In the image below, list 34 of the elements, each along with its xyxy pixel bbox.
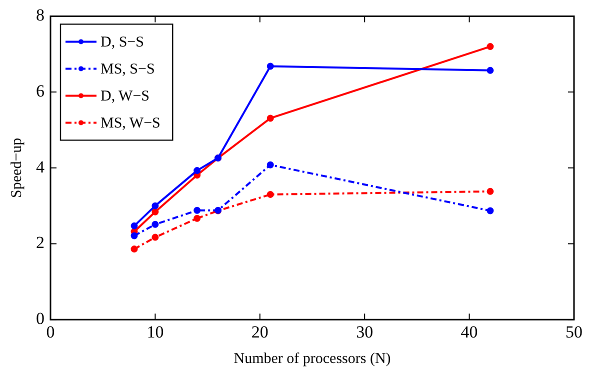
point	[194, 167, 201, 174]
y-axis-title: Speed−up	[8, 138, 25, 198]
legend-label: D, W−S	[100, 88, 150, 105]
point	[266, 190, 274, 198]
x-tick-label: 50	[566, 322, 582, 342]
point	[152, 220, 159, 228]
legend-label: D, S−S	[100, 34, 144, 51]
point	[486, 207, 494, 214]
point	[130, 222, 138, 230]
point	[130, 246, 138, 253]
point	[152, 202, 159, 210]
legend-label: MS, S−S	[100, 62, 155, 78]
x-tick-label: 20	[251, 322, 268, 342]
x-axis-title: Number of processors (N)	[234, 350, 391, 367]
x-tick-label: 40	[460, 322, 478, 342]
point	[266, 114, 274, 122]
point	[152, 234, 159, 241]
point	[152, 208, 159, 216]
point	[266, 62, 274, 70]
y-tick-label: 6	[36, 82, 44, 101]
legend-label: MS, W−S	[100, 116, 160, 132]
x-tick-label: 30	[356, 322, 374, 342]
y-tick-label: 8	[36, 6, 44, 25]
y-tick-label: 4	[36, 157, 45, 176]
y-tick-label: 2	[36, 233, 44, 252]
point	[194, 214, 201, 222]
point	[130, 232, 138, 240]
point	[266, 161, 274, 168]
y-tick-label: 0	[36, 309, 44, 328]
point	[486, 188, 494, 195]
x-tick-label: 10	[146, 322, 164, 342]
point	[486, 43, 494, 50]
point	[486, 66, 494, 74]
point	[194, 206, 201, 214]
